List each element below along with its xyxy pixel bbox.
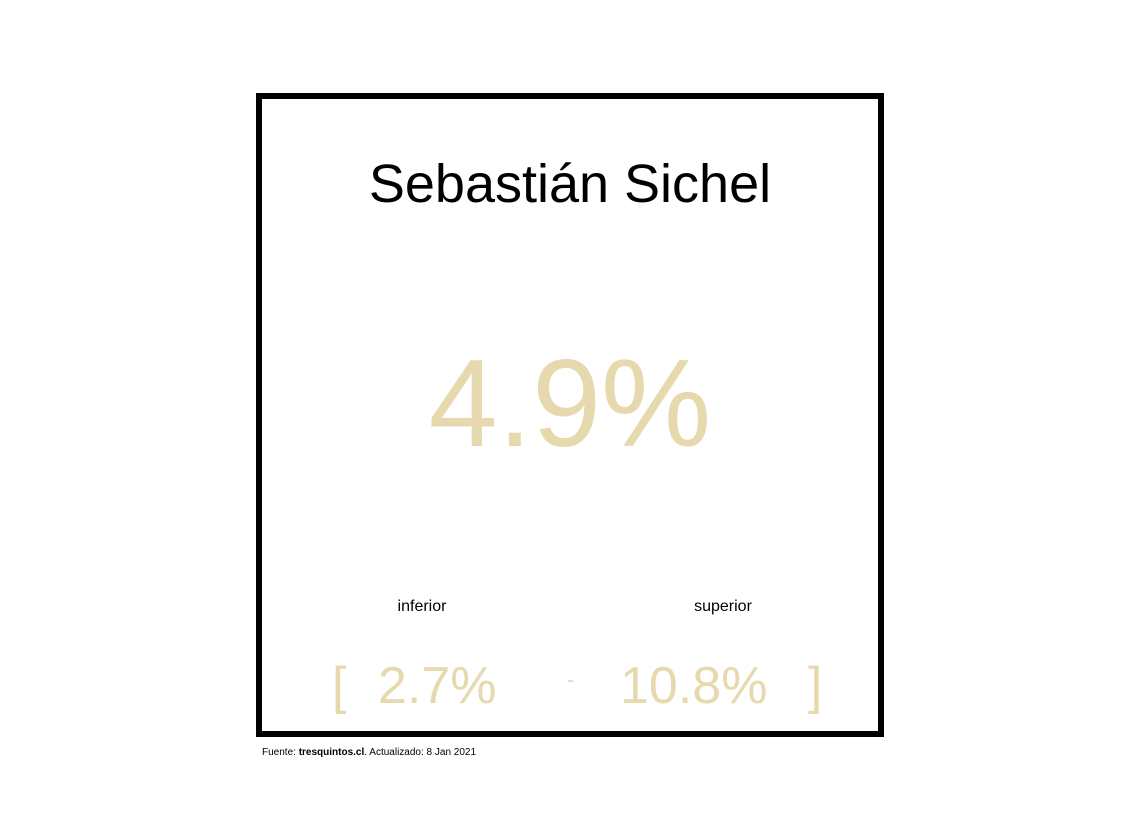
footer-source: tresquintos.cl (298, 747, 365, 758)
source-footer: Fuente: tresquintos.cl. Actualizado: 8 J… (262, 746, 476, 760)
lower-bound-value: 2.7% (378, 657, 497, 715)
bracket-close: ] (808, 657, 823, 715)
confidence-range: [ 2.7% - 10.8% ] (262, 651, 878, 721)
inferior-label: inferior (397, 598, 447, 615)
bracket-open: [ (332, 657, 347, 715)
candidate-name: Sebastián Sichel (368, 154, 772, 214)
superior-label: superior (694, 598, 752, 615)
upper-bound-value: 10.8% (620, 657, 768, 715)
footer-prefix: Fuente: (262, 747, 299, 758)
range-dash: - (567, 667, 575, 692)
footer-suffix: . Actualizado: 8 Jan 2021 (364, 747, 477, 758)
estimate-card: Sebastián Sichel 4.9% inferior superior … (256, 93, 884, 737)
main-percentage: 4.9% (428, 335, 712, 473)
